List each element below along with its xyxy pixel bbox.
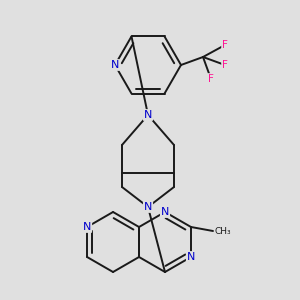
- Text: F: F: [208, 74, 214, 84]
- Text: N: N: [187, 252, 195, 262]
- Text: F: F: [222, 60, 228, 70]
- Text: N: N: [161, 207, 169, 217]
- Text: N: N: [144, 202, 152, 212]
- Text: F: F: [222, 40, 228, 50]
- Text: CH₃: CH₃: [215, 226, 232, 236]
- Text: N: N: [111, 60, 119, 70]
- Text: N: N: [144, 110, 152, 120]
- Text: N: N: [83, 222, 91, 232]
